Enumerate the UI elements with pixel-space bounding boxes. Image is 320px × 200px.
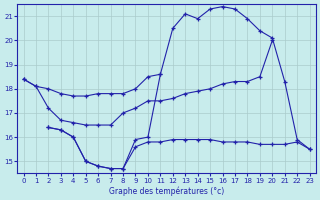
X-axis label: Graphe des températures (°c): Graphe des températures (°c) <box>109 186 224 196</box>
